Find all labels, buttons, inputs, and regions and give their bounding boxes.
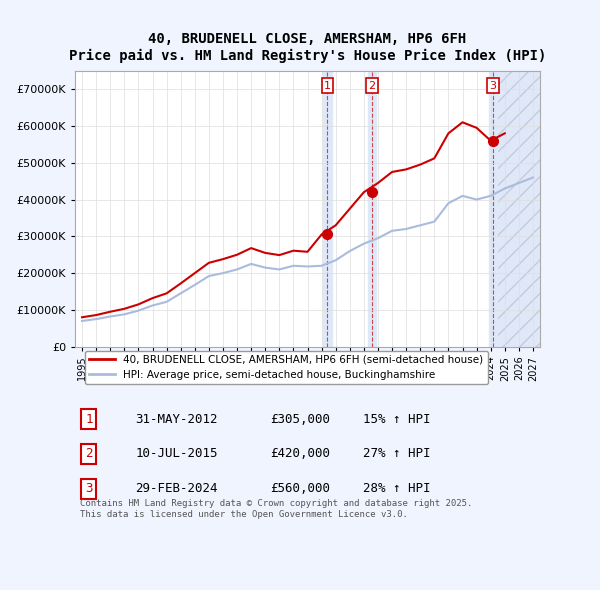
40, BRUDENELL CLOSE, AMERSHAM, HP6 6FH (semi-detached house) xyxy=(304,248,311,255)
HPI: Average price, semi-detached house, Buckinghamshire: (2.03e+03, 4.6e+05): Average price, semi-detached house, Buck… xyxy=(529,174,536,181)
Text: £420,000: £420,000 xyxy=(270,447,330,460)
40, BRUDENELL CLOSE, AMERSHAM, HP6 6FH (semi-detached house) xyxy=(332,222,339,229)
Text: 2: 2 xyxy=(85,447,93,460)
HPI: Average price, semi-detached house, Buckinghamshire: (2.03e+03, 4.45e+05): Average price, semi-detached house, Buck… xyxy=(515,179,523,186)
HPI: Average price, semi-detached house, Buckinghamshire: (2.02e+03, 3.15e+05): Average price, semi-detached house, Buck… xyxy=(388,227,395,234)
40, BRUDENELL CLOSE, AMERSHAM, HP6 6FH (semi-detached house) xyxy=(135,301,142,308)
Text: 31-MAY-2012: 31-MAY-2012 xyxy=(136,412,218,425)
40, BRUDENELL CLOSE, AMERSHAM, HP6 6FH (semi-detached house) xyxy=(445,130,452,137)
40, BRUDENELL CLOSE, AMERSHAM, HP6 6FH (semi-detached house) xyxy=(346,205,353,212)
HPI: Average price, semi-detached house, Buckinghamshire: (2e+03, 1.22e+05): Average price, semi-detached house, Buck… xyxy=(163,299,170,306)
40, BRUDENELL CLOSE, AMERSHAM, HP6 6FH (semi-detached house) xyxy=(107,308,114,315)
40, BRUDENELL CLOSE, AMERSHAM, HP6 6FH (semi-detached house) xyxy=(459,119,466,126)
Line: HPI: Average price, semi-detached house, Buckinghamshire: HPI: Average price, semi-detached house,… xyxy=(82,178,533,321)
HPI: Average price, semi-detached house, Buckinghamshire: (2e+03, 8.2e+04): Average price, semi-detached house, Buck… xyxy=(107,313,114,320)
40, BRUDENELL CLOSE, AMERSHAM, HP6 6FH (semi-detached house) xyxy=(473,124,480,132)
HPI: Average price, semi-detached house, Buckinghamshire: (2.01e+03, 2.6e+05): Average price, semi-detached house, Buck… xyxy=(346,248,353,255)
HPI: Average price, semi-detached house, Buckinghamshire: (2.02e+03, 2.95e+05): Average price, semi-detached house, Buck… xyxy=(374,235,382,242)
Text: 1: 1 xyxy=(85,412,93,425)
HPI: Average price, semi-detached house, Buckinghamshire: (2.02e+03, 3.4e+05): Average price, semi-detached house, Buck… xyxy=(431,218,438,225)
HPI: Average price, semi-detached house, Buckinghamshire: (2e+03, 2e+05): Average price, semi-detached house, Buck… xyxy=(220,270,227,277)
40, BRUDENELL CLOSE, AMERSHAM, HP6 6FH (semi-detached house) xyxy=(318,231,325,238)
Bar xyxy=(498,71,540,347)
40, BRUDENELL CLOSE, AMERSHAM, HP6 6FH (semi-detached house) xyxy=(431,155,438,162)
HPI: Average price, semi-detached house, Buckinghamshire: (2e+03, 1.68e+05): Average price, semi-detached house, Buck… xyxy=(191,281,199,289)
40, BRUDENELL CLOSE, AMERSHAM, HP6 6FH (semi-detached house) xyxy=(290,247,297,254)
HPI: Average price, semi-detached house, Buckinghamshire: (2.02e+03, 3.9e+05): Average price, semi-detached house, Buck… xyxy=(445,199,452,206)
40, BRUDENELL CLOSE, AMERSHAM, HP6 6FH (semi-detached house) xyxy=(149,294,156,301)
Text: Contains HM Land Registry data © Crown copyright and database right 2025.
This d: Contains HM Land Registry data © Crown c… xyxy=(80,499,472,519)
HPI: Average price, semi-detached house, Buckinghamshire: (2.01e+03, 2.1e+05): Average price, semi-detached house, Buck… xyxy=(276,266,283,273)
HPI: Average price, semi-detached house, Buckinghamshire: (2e+03, 7.5e+04): Average price, semi-detached house, Buck… xyxy=(92,316,100,323)
40, BRUDENELL CLOSE, AMERSHAM, HP6 6FH (semi-detached house) xyxy=(233,251,241,258)
Text: 10-JUL-2015: 10-JUL-2015 xyxy=(136,447,218,460)
HPI: Average price, semi-detached house, Buckinghamshire: (2.02e+03, 4.1e+05): Average price, semi-detached house, Buck… xyxy=(459,192,466,199)
Bar xyxy=(368,71,376,347)
HPI: Average price, semi-detached house, Buckinghamshire: (2e+03, 7e+04): Average price, semi-detached house, Buck… xyxy=(79,317,86,324)
40, BRUDENELL CLOSE, AMERSHAM, HP6 6FH (semi-detached house) xyxy=(487,137,494,144)
HPI: Average price, semi-detached house, Buckinghamshire: (2.02e+03, 3.3e+05): Average price, semi-detached house, Buck… xyxy=(416,222,424,229)
Text: 15% ↑ HPI: 15% ↑ HPI xyxy=(364,412,431,425)
40, BRUDENELL CLOSE, AMERSHAM, HP6 6FH (semi-detached house) xyxy=(262,250,269,257)
HPI: Average price, semi-detached house, Buckinghamshire: (2.02e+03, 2.8e+05): Average price, semi-detached house, Buck… xyxy=(360,240,367,247)
HPI: Average price, semi-detached house, Buckinghamshire: (2e+03, 9.8e+04): Average price, semi-detached house, Buck… xyxy=(135,307,142,314)
Title: 40, BRUDENELL CLOSE, AMERSHAM, HP6 6FH
Price paid vs. HM Land Registry's House P: 40, BRUDENELL CLOSE, AMERSHAM, HP6 6FH P… xyxy=(69,32,546,63)
HPI: Average price, semi-detached house, Buckinghamshire: (2.02e+03, 4.3e+05): Average price, semi-detached house, Buck… xyxy=(501,185,508,192)
HPI: Average price, semi-detached house, Buckinghamshire: (2e+03, 1.45e+05): Average price, semi-detached house, Buck… xyxy=(177,290,184,297)
HPI: Average price, semi-detached house, Buckinghamshire: (2.01e+03, 2.35e+05): Average price, semi-detached house, Buck… xyxy=(332,257,339,264)
40, BRUDENELL CLOSE, AMERSHAM, HP6 6FH (semi-detached house) xyxy=(360,189,367,196)
40, BRUDENELL CLOSE, AMERSHAM, HP6 6FH (semi-detached house) xyxy=(191,270,199,277)
40, BRUDENELL CLOSE, AMERSHAM, HP6 6FH (semi-detached house) xyxy=(163,290,170,297)
HPI: Average price, semi-detached house, Buckinghamshire: (2.01e+03, 2.25e+05): Average price, semi-detached house, Buck… xyxy=(248,260,255,267)
HPI: Average price, semi-detached house, Buckinghamshire: (2e+03, 1.12e+05): Average price, semi-detached house, Buck… xyxy=(149,302,156,309)
Text: £305,000: £305,000 xyxy=(270,412,330,425)
40, BRUDENELL CLOSE, AMERSHAM, HP6 6FH (semi-detached house) xyxy=(205,259,212,266)
40, BRUDENELL CLOSE, AMERSHAM, HP6 6FH (semi-detached house) xyxy=(403,166,410,173)
Bar xyxy=(489,71,497,347)
40, BRUDENELL CLOSE, AMERSHAM, HP6 6FH (semi-detached house) xyxy=(501,130,508,137)
Text: 3: 3 xyxy=(85,483,93,496)
HPI: Average price, semi-detached house, Buckinghamshire: (2.02e+03, 4e+05): Average price, semi-detached house, Buck… xyxy=(473,196,480,203)
Text: 29-FEB-2024: 29-FEB-2024 xyxy=(136,483,218,496)
HPI: Average price, semi-detached house, Buckinghamshire: (2.01e+03, 2.15e+05): Average price, semi-detached house, Buck… xyxy=(262,264,269,271)
Text: 27% ↑ HPI: 27% ↑ HPI xyxy=(364,447,431,460)
40, BRUDENELL CLOSE, AMERSHAM, HP6 6FH (semi-detached house) xyxy=(92,312,100,319)
Text: 28% ↑ HPI: 28% ↑ HPI xyxy=(364,483,431,496)
HPI: Average price, semi-detached house, Buckinghamshire: (2.01e+03, 2.2e+05): Average price, semi-detached house, Buck… xyxy=(290,262,297,269)
HPI: Average price, semi-detached house, Buckinghamshire: (2.01e+03, 2.2e+05): Average price, semi-detached house, Buck… xyxy=(318,262,325,269)
40, BRUDENELL CLOSE, AMERSHAM, HP6 6FH (semi-detached house) xyxy=(220,255,227,263)
Text: 3: 3 xyxy=(490,80,497,90)
40, BRUDENELL CLOSE, AMERSHAM, HP6 6FH (semi-detached house) xyxy=(121,305,128,312)
HPI: Average price, semi-detached house, Buckinghamshire: (2.01e+03, 2.18e+05): Average price, semi-detached house, Buck… xyxy=(304,263,311,270)
Text: 2: 2 xyxy=(368,80,376,90)
HPI: Average price, semi-detached house, Buckinghamshire: (2e+03, 8.8e+04): Average price, semi-detached house, Buck… xyxy=(121,311,128,318)
Bar xyxy=(323,71,332,347)
Legend: 40, BRUDENELL CLOSE, AMERSHAM, HP6 6FH (semi-detached house), HPI: Average price: 40, BRUDENELL CLOSE, AMERSHAM, HP6 6FH (… xyxy=(85,350,488,384)
HPI: Average price, semi-detached house, Buckinghamshire: (2.02e+03, 3.2e+05): Average price, semi-detached house, Buck… xyxy=(403,225,410,232)
40, BRUDENELL CLOSE, AMERSHAM, HP6 6FH (semi-detached house) xyxy=(276,251,283,258)
40, BRUDENELL CLOSE, AMERSHAM, HP6 6FH (semi-detached house) xyxy=(388,168,395,175)
Text: 1: 1 xyxy=(324,80,331,90)
Text: £560,000: £560,000 xyxy=(270,483,330,496)
Line: 40, BRUDENELL CLOSE, AMERSHAM, HP6 6FH (semi-detached house): 40, BRUDENELL CLOSE, AMERSHAM, HP6 6FH (… xyxy=(82,122,505,317)
40, BRUDENELL CLOSE, AMERSHAM, HP6 6FH (semi-detached house) xyxy=(416,161,424,168)
Bar xyxy=(498,71,540,347)
HPI: Average price, semi-detached house, Buckinghamshire: (2.01e+03, 2.1e+05): Average price, semi-detached house, Buck… xyxy=(233,266,241,273)
HPI: Average price, semi-detached house, Buckinghamshire: (2.02e+03, 4.1e+05): Average price, semi-detached house, Buck… xyxy=(487,192,494,199)
40, BRUDENELL CLOSE, AMERSHAM, HP6 6FH (semi-detached house) xyxy=(177,280,184,287)
40, BRUDENELL CLOSE, AMERSHAM, HP6 6FH (semi-detached house) xyxy=(374,179,382,186)
HPI: Average price, semi-detached house, Buckinghamshire: (2e+03, 1.92e+05): Average price, semi-detached house, Buck… xyxy=(205,273,212,280)
40, BRUDENELL CLOSE, AMERSHAM, HP6 6FH (semi-detached house) xyxy=(248,245,255,252)
40, BRUDENELL CLOSE, AMERSHAM, HP6 6FH (semi-detached house) xyxy=(79,314,86,321)
